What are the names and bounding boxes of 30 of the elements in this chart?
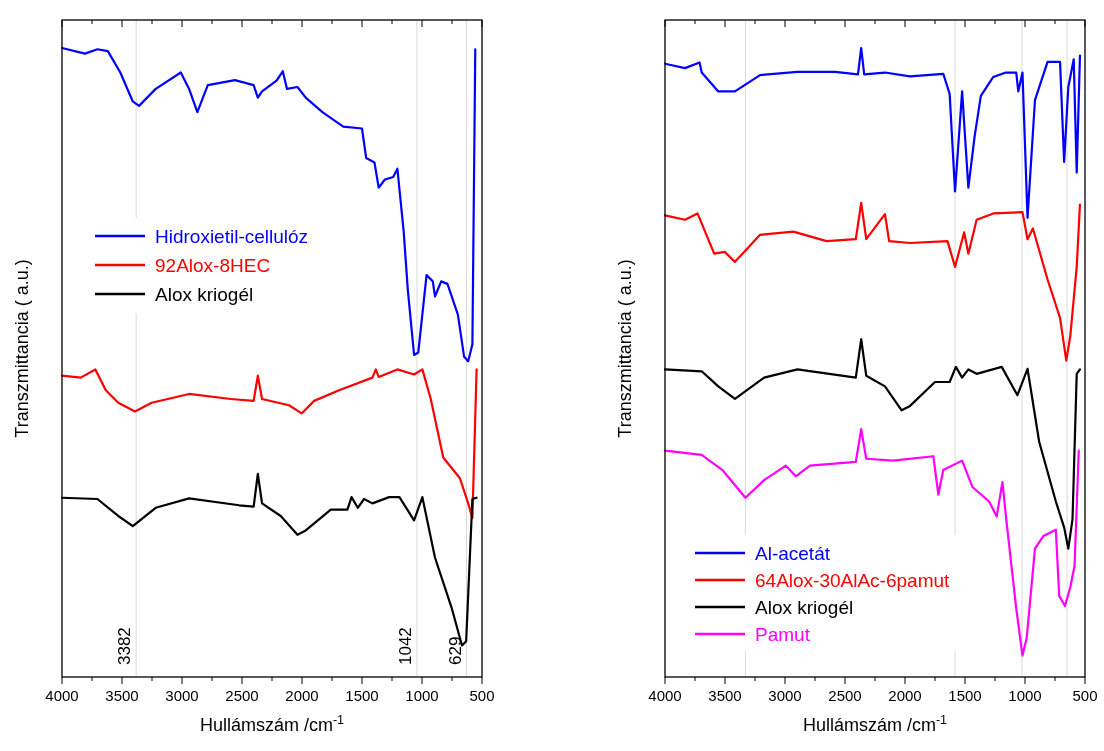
x-tick-label: 2500	[828, 687, 862, 704]
legend-label: Alox kriogél	[755, 597, 854, 618]
legend-label: Hidroxietil-cellulóz	[155, 226, 309, 247]
x-tick-label: 4000	[648, 687, 682, 704]
x-tick-label: 3000	[165, 687, 199, 704]
x-tick-label: 4000	[45, 687, 79, 704]
y-axis-title: Transzmittancia ( a.u.)	[12, 259, 32, 438]
x-tick-label: 2000	[285, 687, 319, 704]
legend-label: Alox kriogél	[155, 284, 254, 305]
x-axis-title: Hullámszám /cm$^{-1}$	[199, 713, 345, 735]
x-tick-label: 500	[469, 687, 495, 704]
x-tick-label: 1500	[948, 687, 982, 704]
x-tick-label: 1500	[345, 687, 379, 704]
y-axis-title: Transzmittancia ( a.u.)	[615, 259, 635, 438]
x-tick-label: 1000	[1008, 687, 1042, 704]
legend-label: 92Alox-8HEC	[155, 255, 271, 276]
ref-line-label: 1042	[395, 627, 415, 665]
ref-line-label: 3382	[115, 627, 135, 665]
legend-label: Al-acetát	[755, 543, 831, 564]
x-tick-label: 500	[1072, 687, 1098, 704]
x-tick-label: 1000	[405, 687, 439, 704]
x-tick-label: 3500	[105, 687, 139, 704]
x-axis-title: Hullámszám /cm$^{-1}$	[802, 713, 948, 735]
x-tick-label: 3500	[708, 687, 742, 704]
legend-label: 64Alox-30AlAc-6pamut	[755, 570, 951, 591]
ref-line-label: 629	[445, 636, 465, 665]
legend-label: Pamut	[755, 624, 811, 645]
x-tick-label: 3000	[768, 687, 802, 704]
x-tick-label: 2000	[888, 687, 922, 704]
x-tick-label: 2500	[225, 687, 259, 704]
